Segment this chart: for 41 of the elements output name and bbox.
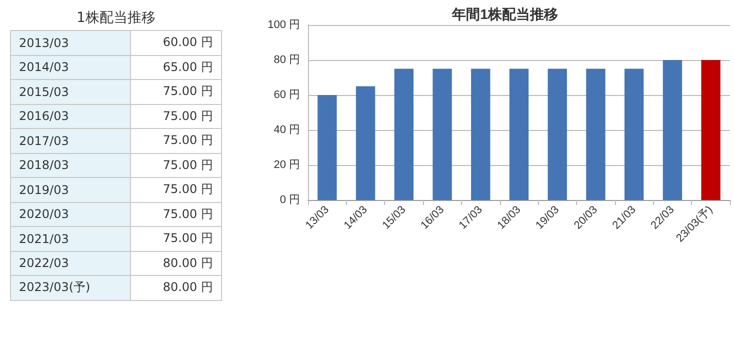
category-label: 2015/03 [10,80,130,104]
bar [701,60,720,200]
y-tick-label: 40 円 [274,124,300,136]
text: 75.00 円 [162,231,213,246]
text: 75.00 円 [162,182,213,196]
bar [394,68,414,200]
text: 65.00 円 [162,60,213,74]
category-label: 2013/03 [10,30,130,55]
text: 75.00 円 [162,108,213,123]
bar [662,60,682,200]
y-tick-label: 0 円 [280,194,300,206]
category-label: 2014/03 [10,55,130,80]
bar [548,68,567,200]
chart-title: 年間1株配当推移 [451,6,558,22]
bar [432,68,452,200]
bar [624,68,644,200]
bar [318,95,337,200]
text: 75.00 円 [162,206,213,221]
bar [586,68,606,200]
category-label: 2016/03 [10,104,130,128]
text: 1株配当推移 [76,9,156,28]
text: 80.00 円 [162,280,213,294]
category-label: 2023/03(予) [10,276,130,300]
bar [471,68,490,200]
y-tick-label: 100 円 [268,19,300,31]
text: 75.00 円 [162,133,213,148]
text: 60.00 円 [162,35,213,50]
y-tick-label: 80 円 [274,54,300,66]
category-label: 2019/03 [10,178,130,202]
text: 75.00 円 [162,158,213,172]
category-label: 2018/03 [10,153,130,178]
y-tick-label: 60 円 [274,89,300,101]
text: 75.00 円 [162,84,213,98]
category-label: 2022/03 [10,251,130,276]
category-label: 2021/03 [10,226,130,251]
text: 80.00 円 [162,256,213,270]
bar [509,68,529,200]
bar [356,86,376,200]
y-tick-label: 20 円 [274,159,300,171]
category-label: 2017/03 [10,128,130,153]
category-label: 2020/03 [10,202,130,226]
